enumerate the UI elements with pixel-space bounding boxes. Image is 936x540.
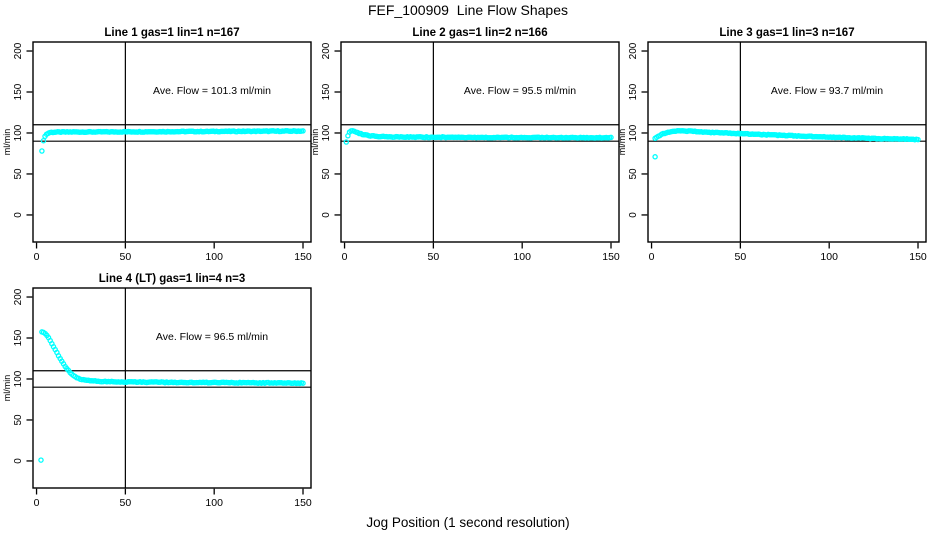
panel-svg: Line 3 gas=1 lin=3 n=167 0 50 100 150 0 50 100 1… <box>617 27 927 263</box>
y-tick-label: 150 <box>628 83 639 100</box>
y-tick-label: 150 <box>321 83 332 100</box>
y-tick-label: 100 <box>13 370 24 387</box>
plot-main-title: FEF_100909 Line Flow Shapes <box>367 2 568 18</box>
x-tick-label: 150 <box>909 251 927 263</box>
plot-box <box>32 287 312 489</box>
data-point <box>343 139 350 145</box>
y-axis-label: ml/min <box>310 129 320 156</box>
plot-box <box>340 41 620 243</box>
avg-flow-annotation: Ave. Flow = 95.5 ml/min <box>464 85 576 97</box>
y-axis-label: ml/min <box>2 375 12 402</box>
x-tick-label: 50 <box>120 251 132 263</box>
outlier-point <box>652 154 658 160</box>
y-tick-label: 100 <box>321 124 332 141</box>
panel-line-3: Line 3 gas=1 lin=3 n=167 0 50 100 150 0 50 100 1… <box>617 24 929 270</box>
data-point <box>300 380 306 386</box>
x-tick-label: 0 <box>342 251 348 263</box>
x-tick-label: 0 <box>34 251 40 263</box>
panel-svg: Line 2 gas=1 lin=2 n=166 0 50 100 150 0 50 100 1… <box>310 27 620 263</box>
panel-title: Line 3 gas=1 lin=3 n=167 <box>719 27 854 39</box>
y-axis-ticks: 0 50 100 150 200 <box>628 42 648 218</box>
y-tick-label: 0 <box>321 212 332 218</box>
y-tick-label: 100 <box>13 124 24 141</box>
x-axis-ticks: 0 50 100 150 <box>649 242 927 263</box>
y-tick-label: 0 <box>13 212 24 218</box>
data-points <box>652 127 921 160</box>
panel-line-4: Line 4 (LT) gas=1 lin=4 n=3 0 50 100 150 0 50 1… <box>2 270 314 516</box>
x-tick-label: 100 <box>205 497 223 509</box>
y-tick-label: 100 <box>628 124 639 141</box>
y-tick-label: 50 <box>13 414 24 426</box>
data-points <box>39 128 306 154</box>
y-tick-label: 50 <box>321 168 332 180</box>
x-tick-label: 0 <box>34 497 40 509</box>
x-tick-label: 100 <box>820 251 838 263</box>
y-tick-label: 200 <box>13 288 24 305</box>
y-tick-label: 150 <box>13 329 24 346</box>
x-tick-label: 100 <box>205 251 223 263</box>
data-point <box>39 148 45 154</box>
y-tick-label: 50 <box>628 168 639 180</box>
panel-title: Line 2 gas=1 lin=2 n=166 <box>412 27 547 39</box>
x-tick-label: 100 <box>513 251 531 263</box>
y-axis-ticks: 0 50 100 150 200 <box>321 42 341 218</box>
data-points <box>38 329 306 463</box>
y-tick-label: 200 <box>13 42 24 59</box>
y-tick-label: 200 <box>321 42 332 59</box>
y-tick-label: 0 <box>628 212 639 218</box>
panel-title: Line 1 gas=1 lin=1 n=167 <box>104 27 239 39</box>
data-point <box>915 136 921 143</box>
x-tick-label: 50 <box>120 497 132 509</box>
plot-box <box>32 41 312 243</box>
y-tick-label: 200 <box>628 42 639 59</box>
panel-line-2: Line 2 gas=1 lin=2 n=166 0 50 100 150 0 50 100 1… <box>310 24 622 270</box>
y-axis-label: ml/min <box>617 129 627 156</box>
panel-line-1: Line 1 gas=1 lin=1 n=167 0 50 100 150 0 50 100 1… <box>2 24 314 270</box>
x-tick-label: 50 <box>428 251 440 263</box>
x-tick-label: 50 <box>735 251 747 263</box>
avg-flow-annotation: Ave. Flow = 96.5 ml/min <box>156 331 268 343</box>
x-tick-label: 0 <box>649 251 655 263</box>
x-tick-label: 150 <box>602 251 620 263</box>
x-axis-ticks: 0 50 100 150 <box>34 488 312 509</box>
avg-flow-annotation: Ave. Flow = 93.7 ml/min <box>771 85 883 97</box>
x-axis-label: Jog Position (1 second resolution) <box>366 515 570 530</box>
x-tick-label: 150 <box>294 497 312 509</box>
outlier-point <box>38 457 44 463</box>
x-axis-ticks: 0 50 100 150 <box>342 242 620 263</box>
data-point <box>300 128 306 134</box>
panel-svg: Line 4 (LT) gas=1 lin=4 n=3 0 50 100 150 0 50 1… <box>2 273 312 509</box>
y-axis-ticks: 0 50 100 150 200 <box>13 42 33 218</box>
panel-svg: Line 1 gas=1 lin=1 n=167 0 50 100 150 0 50 100 1… <box>2 27 312 263</box>
y-axis-ticks: 0 50 100 150 200 <box>13 288 33 464</box>
plot-box <box>647 41 927 243</box>
y-axis-label: ml/min <box>2 129 12 156</box>
avg-flow-annotation: Ave. Flow = 101.3 ml/min <box>153 85 271 97</box>
y-tick-label: 50 <box>13 168 24 180</box>
y-tick-label: 0 <box>13 458 24 464</box>
x-axis-ticks: 0 50 100 150 <box>34 242 312 263</box>
y-tick-label: 150 <box>13 83 24 100</box>
x-tick-label: 150 <box>294 251 312 263</box>
panel-title: Line 4 (LT) gas=1 lin=4 n=3 <box>99 273 245 285</box>
data-point <box>608 134 614 141</box>
data-points <box>343 127 614 145</box>
